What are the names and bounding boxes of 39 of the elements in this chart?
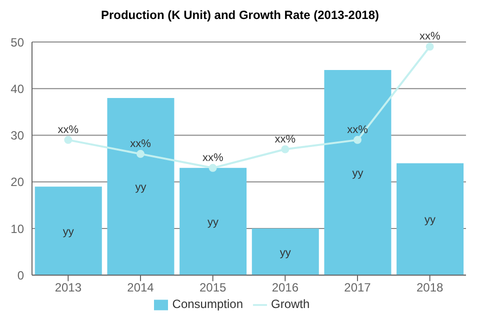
bar <box>252 228 319 276</box>
data-label: yy <box>62 226 74 238</box>
point <box>208 164 217 172</box>
point <box>354 136 362 144</box>
point <box>64 136 72 144</box>
data-label: yy <box>352 167 364 180</box>
bar <box>34 186 102 276</box>
y-tick-label: 20 <box>10 175 24 190</box>
point <box>426 42 434 51</box>
bar <box>107 98 174 276</box>
x-tick-label: 2017 <box>344 280 372 295</box>
bar <box>180 168 247 276</box>
data-label: xx% <box>419 30 440 43</box>
bar <box>324 70 392 276</box>
y-tick-label: 10 <box>10 222 24 236</box>
chart-title: Production (K Unit) and Growth Rate (2013-2018) <box>100 8 380 24</box>
legend-label: Consumption <box>172 297 244 312</box>
data-label: xx% <box>130 138 152 150</box>
data-label: xx% <box>274 133 296 146</box>
data-label: xx% <box>58 124 79 136</box>
point <box>136 150 144 158</box>
data-label: xx% <box>347 124 368 136</box>
data-label: yy <box>135 181 147 194</box>
data-label: yy <box>424 214 436 226</box>
bar <box>396 163 464 276</box>
x-tick-label: 2016 <box>272 280 299 295</box>
x-tick-label: 2013 <box>54 280 82 295</box>
data-label: yy <box>208 216 220 228</box>
y-tick-label: 50 <box>10 35 24 50</box>
y-tick-label: 30 <box>10 128 24 143</box>
y-tick-label: 0 <box>17 268 24 282</box>
x-tick-label: 2015 <box>199 280 227 295</box>
data-label: xx% <box>202 152 224 164</box>
point <box>281 145 290 154</box>
x-tick-label: 2018 <box>416 280 444 295</box>
legend-label: Growth <box>271 297 310 312</box>
y-tick-label: 40 <box>10 82 24 96</box>
x-tick-label: 2014 <box>127 280 154 295</box>
data-label: yy <box>280 246 292 259</box>
